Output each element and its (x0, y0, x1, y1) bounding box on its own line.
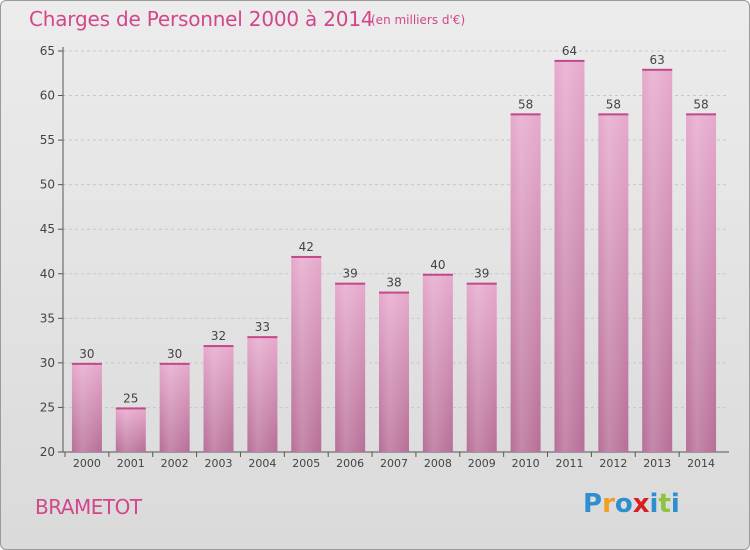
bar-shine (642, 68, 673, 453)
bar-top (291, 255, 322, 258)
logo-letter: t (658, 489, 671, 519)
x-tick-label: 2006 (336, 457, 364, 470)
chart-title: Charges de Personnel 2000 à 2014 (29, 7, 374, 31)
bar-top (686, 113, 717, 116)
x-tick-label: 2000 (73, 457, 101, 470)
y-tick-label: 60 (40, 89, 55, 103)
bar-top (335, 282, 366, 285)
x-tick-label: 2007 (380, 457, 408, 470)
bar-top (598, 113, 629, 116)
bar-top (422, 273, 453, 276)
logo-letter: r (602, 489, 615, 519)
x-tick-label: 2010 (512, 457, 540, 470)
x-tick-label: 2004 (248, 457, 276, 470)
y-tick-label: 20 (40, 445, 55, 459)
bar-value-label: 58 (606, 97, 621, 111)
y-tick-label: 65 (40, 44, 55, 58)
bar-shine (422, 273, 453, 452)
bar-shine (379, 291, 409, 452)
y-tick-label: 30 (40, 356, 55, 370)
bar-shine (554, 59, 585, 453)
x-tick-label: 2014 (687, 457, 715, 470)
y-tick-label: 45 (40, 222, 55, 236)
logo-letter: o (614, 489, 633, 519)
bar-value-label: 25 (123, 391, 138, 405)
bar-value-label: 30 (167, 347, 182, 361)
bar-shine (686, 113, 717, 452)
bar-top (159, 362, 190, 365)
x-tick-label: 2008 (424, 457, 452, 470)
x-tick-label: 2011 (555, 457, 583, 470)
bar-shine (598, 113, 629, 452)
bar-top (71, 362, 102, 365)
bar-top (466, 282, 497, 285)
bar-value-label: 39 (342, 267, 357, 281)
bar-shine (115, 407, 146, 452)
bar-value-label: 42 (299, 240, 314, 254)
bar-value-label: 30 (79, 347, 94, 361)
bar-top (554, 59, 585, 62)
bar-value-label: 58 (518, 97, 533, 111)
bar-shine (247, 336, 278, 452)
bar-shine (203, 345, 234, 452)
bar-shine (510, 113, 541, 452)
x-tick-label: 2005 (292, 457, 320, 470)
bar-shine (335, 282, 366, 452)
y-tick-label: 55 (40, 133, 55, 147)
bar-shine (466, 282, 497, 452)
bar-value-label: 33 (255, 320, 270, 334)
bar-top (379, 291, 409, 294)
bar-value-label: 58 (693, 97, 708, 111)
bar-top (642, 68, 673, 71)
proxiti-logo: Proxiti (583, 489, 680, 519)
x-tick-label: 2013 (643, 457, 671, 470)
logo-letter: i (670, 489, 680, 519)
labels: 20 25 30 35 40 45 50 55 60 65 30 2000 25 2001 30 2002 32… (40, 44, 715, 470)
bar-value-label: 64 (562, 44, 577, 58)
bar-top (203, 345, 234, 348)
x-tick-label: 2001 (117, 457, 145, 470)
bar-shine (71, 362, 102, 452)
place-name: BRAMETOT (35, 495, 142, 519)
y-tick-label: 25 (40, 400, 55, 414)
bar-value-label: 40 (430, 258, 445, 272)
bar-value-label: 38 (386, 276, 401, 290)
bar-shine (159, 362, 190, 452)
y-tick-label: 40 (40, 267, 55, 281)
bar-top (115, 407, 146, 410)
bars (71, 59, 717, 453)
bar-value-label: 63 (650, 53, 665, 67)
logo-letter: i (649, 489, 659, 519)
bar-top (510, 113, 541, 116)
y-tick-label: 35 (40, 311, 55, 325)
x-tick-label: 2003 (205, 457, 233, 470)
bar-value-label: 32 (211, 329, 226, 343)
x-tick-label: 2009 (468, 457, 496, 470)
chart-subtitle: (en milliers d'€) (371, 13, 466, 27)
logo-letter: P (583, 489, 603, 519)
logo-letter: x (632, 489, 650, 519)
bar-shine (291, 255, 322, 452)
bar-top (247, 336, 278, 339)
x-tick-label: 2002 (161, 457, 189, 470)
x-tick-label: 2012 (599, 457, 627, 470)
y-tick-label: 50 (40, 178, 55, 192)
bar-value-label: 39 (474, 267, 489, 281)
